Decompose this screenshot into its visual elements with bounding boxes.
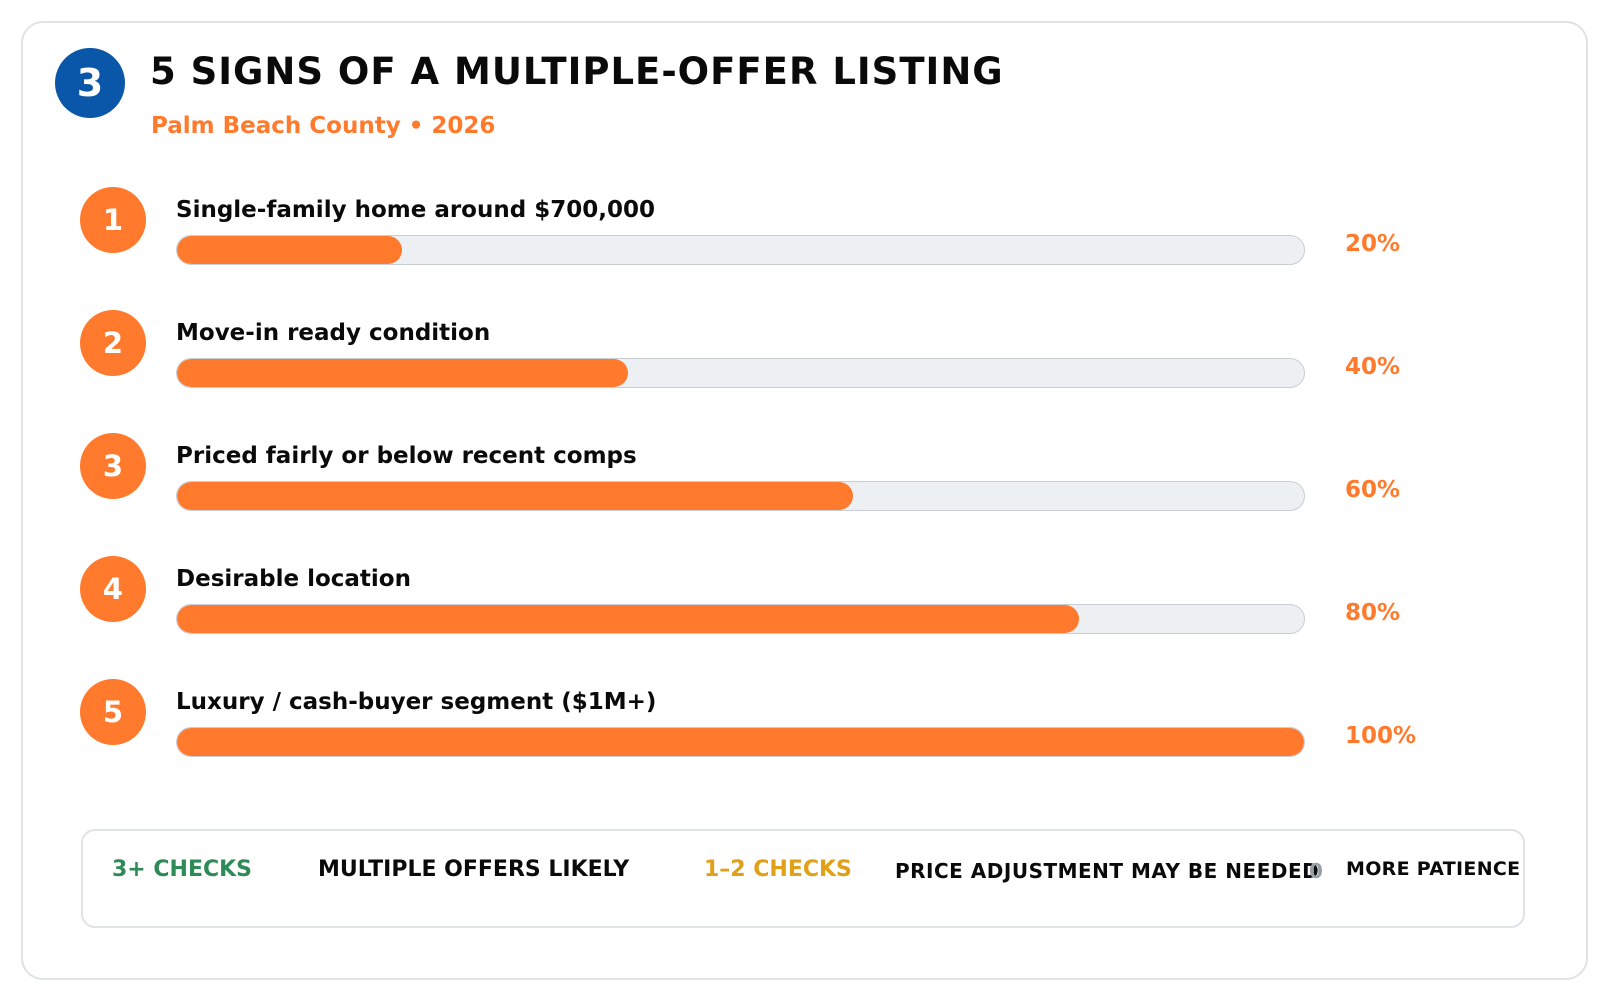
chart-row: 1 Single-family home around $700,000 20% (0, 187, 1600, 267)
chart-row: 5 Luxury / cash-buyer segment ($1M+) 100% (0, 679, 1600, 759)
value-label: 40% (1345, 354, 1401, 380)
legend-box: 3+ CHECKS MULTIPLE OFFERS LIKELY 1–2 CHE… (81, 829, 1525, 928)
step-number-badge: 3 (55, 48, 125, 118)
category-label: Desirable location (176, 566, 411, 592)
legend-item-1-2-checks-label: 1–2 CHECKS (704, 857, 852, 882)
bar-track (176, 604, 1305, 634)
category-label: Move-in ready condition (176, 320, 491, 346)
page-subtitle: Palm Beach County • 2026 (151, 113, 496, 139)
bar-track (176, 727, 1305, 757)
category-label: Priced fairly or below recent comps (176, 443, 637, 469)
legend-item-1-2-checks-text: PRICE ADJUSTMENT MAY BE NEEDED (895, 859, 1320, 883)
bar-fill (177, 359, 628, 387)
bar-fill (177, 236, 403, 264)
value-label: 20% (1345, 231, 1401, 257)
row-number-badge: 1 (80, 187, 146, 253)
chart-row: 3 Priced fairly or below recent comps 60% (0, 433, 1600, 513)
row-number-badge: 4 (80, 556, 146, 622)
bar-track (176, 358, 1305, 388)
value-label: 80% (1345, 600, 1401, 626)
chart-row: 4 Desirable location 80% (0, 556, 1600, 636)
row-number-badge: 2 (80, 310, 146, 376)
legend-item-3plus-checks-label: 3+ CHECKS (112, 857, 253, 882)
bar-track (176, 481, 1305, 511)
page-title: 5 SIGNS OF A MULTIPLE-OFFER LISTING (150, 50, 1004, 93)
bar-fill (177, 605, 1079, 633)
bar-fill (177, 482, 854, 510)
value-label: 100% (1345, 723, 1417, 749)
legend-item-0-checks-text: MORE PATIENCE (1346, 858, 1521, 880)
category-label: Luxury / cash-buyer segment ($1M+) (176, 689, 657, 715)
chart-row: 2 Move-in ready condition 40% (0, 310, 1600, 390)
legend-item-0-checks-label: 0 (1309, 859, 1323, 883)
bar-fill (177, 728, 1304, 756)
row-number-badge: 3 (80, 433, 146, 499)
legend-item-3plus-checks-text: MULTIPLE OFFERS LIKELY (318, 857, 630, 882)
value-label: 60% (1345, 477, 1401, 503)
bar-track (176, 235, 1305, 265)
row-number-badge: 5 (80, 679, 146, 745)
category-label: Single-family home around $700,000 (176, 197, 655, 223)
